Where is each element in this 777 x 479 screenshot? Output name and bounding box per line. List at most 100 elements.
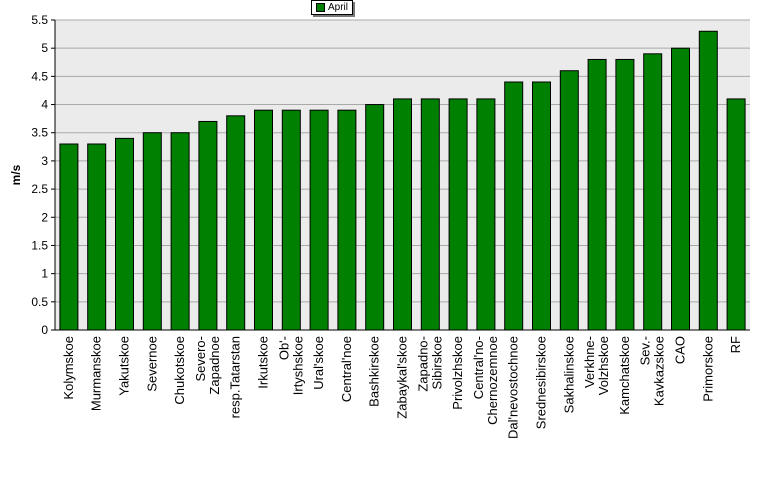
legend-swatch [316, 3, 325, 12]
x-tick-label: RF [728, 336, 743, 353]
bar [309, 109, 329, 331]
x-tick-label-line: Central'noe [339, 336, 354, 402]
x-tick-label: Irkutskoe [256, 336, 271, 389]
bar [254, 109, 273, 331]
y-tick-label: 2.5 [31, 182, 48, 196]
x-tick-label-line: Kolymskoe [61, 336, 76, 400]
bar [115, 137, 134, 331]
x-tick-label: Murmanskoe [89, 336, 104, 411]
x-tick-label: Central'noe [339, 336, 354, 402]
x-tick-label-line: Ural'skoe [311, 336, 326, 390]
x-tick-label-line: Yakutskoe [117, 336, 132, 396]
bar [281, 109, 301, 331]
x-tick-label-line: Verkhne- [582, 336, 597, 388]
x-tick-label-line: Bashkirskoe [367, 336, 382, 407]
x-tick-label: Bashkirskoe [367, 336, 382, 407]
x-tick-label: Chukotskoe [172, 336, 187, 405]
y-tick-label: 0 [41, 323, 48, 337]
bar [87, 143, 107, 331]
x-tick-label: Sakhalinskoe [561, 336, 576, 413]
bar [448, 98, 468, 331]
bar [643, 53, 663, 331]
bar [615, 58, 635, 331]
x-tick-label: Kamchatskoe [617, 336, 632, 415]
bar [504, 81, 524, 331]
x-tick-label: Central'no-Chernozemnoe [471, 336, 500, 425]
bar [476, 98, 496, 331]
y-tick-label: 1.5 [31, 238, 48, 252]
x-tick-label-line: Srednesibirskoe [534, 336, 549, 429]
x-tick-label-line: Sev.- [638, 336, 653, 365]
y-tick-label: 3.5 [31, 126, 48, 140]
legend-label: April [328, 2, 349, 13]
x-tick-label: Srednesibirskoe [534, 336, 549, 429]
x-tick-label-line: Severnoe [144, 336, 159, 392]
x-tick-label: Zabaykal'skoe [395, 336, 410, 419]
x-tick-label-line: Sibirskoe [429, 336, 444, 389]
bar [59, 143, 79, 331]
x-tick-label: Ural'skoe [311, 336, 326, 390]
y-tick-label: 4.5 [31, 69, 48, 83]
x-tick-label-line: Severo- [193, 336, 208, 382]
bar [559, 70, 579, 331]
x-tick-label-line: Dal'nevostochnoe [506, 336, 521, 439]
x-tick-label-line: Irtyshskoe [290, 336, 305, 395]
x-tick-label: Verkhne-Volzhskoe [582, 336, 611, 395]
x-tick-label: Dal'nevostochnoe [506, 336, 521, 439]
bar [365, 104, 385, 331]
y-tick-label: 5 [41, 41, 48, 55]
x-tick-label-line: RF [728, 336, 743, 353]
bar [587, 58, 607, 331]
bar [532, 81, 551, 331]
x-tick-label-line: Chernozemnoe [485, 336, 500, 425]
x-tick-label: Privolzhskoe [450, 336, 465, 410]
x-tick-label: resp.Tatarstan [228, 336, 243, 418]
y-tick-label: 1 [41, 267, 48, 281]
x-tick-label: Severnoe [144, 336, 159, 392]
x-tick-label-line: Primorskoe [700, 336, 715, 402]
x-tick-label: Sev.-Kavkazskoe [638, 336, 667, 406]
bar [337, 109, 357, 331]
x-tick-label-line: resp.Tatarstan [228, 336, 243, 418]
bar [170, 132, 190, 331]
y-tick-label: 5.5 [31, 13, 48, 27]
x-tick-label-line: Kamchatskoe [617, 336, 632, 415]
y-tick-label: 4 [41, 98, 48, 112]
bar [726, 98, 746, 331]
x-tick-labels: Kolymskoe Murmanskoe Yakutskoe Severnoe Chuk… [61, 336, 743, 439]
bar [671, 47, 690, 331]
x-tick-label-line: Irkutskoe [256, 336, 271, 389]
x-tick-label-line: Zapadno- [415, 336, 430, 392]
bar [698, 30, 718, 331]
y-tick-label: 3 [41, 154, 48, 168]
x-tick-label-line: Chukotskoe [172, 336, 187, 405]
x-tick-label-line: Murmanskoe [89, 336, 104, 411]
bar [393, 98, 412, 331]
x-tick-label-line: Sakhalinskoe [561, 336, 576, 413]
y-axis-label: m/s [9, 164, 23, 185]
x-tick-label: Primorskoe [700, 336, 715, 402]
x-tick-label: Ob'-Irtyshskoe [276, 336, 305, 395]
x-tick-label-line: Zabaykal'skoe [395, 336, 410, 419]
x-tick-label-line: Privolzhskoe [450, 336, 465, 410]
x-tick-label-line: Zapadnoe [207, 336, 222, 395]
bar [226, 115, 246, 331]
legend: April [311, 0, 354, 15]
bar [198, 120, 218, 331]
x-tick-label-line: CAO [673, 336, 688, 364]
x-tick-label: Severo-Zapadnoe [193, 336, 222, 395]
bar [420, 98, 440, 331]
bars [59, 30, 746, 331]
x-tick-label-line: Volzhskoe [596, 336, 611, 395]
y-tick-label: 0.5 [31, 295, 48, 309]
x-tick-label: Kolymskoe [61, 336, 76, 400]
x-tick-label: Yakutskoe [117, 336, 132, 396]
x-tick-label-line: Kavkazskoe [652, 336, 667, 406]
x-tick-label: CAO [673, 336, 688, 364]
y-tick-label: 2 [41, 210, 48, 224]
bar [142, 132, 162, 331]
y-tick-labels: 0 0.5 1 1.5 2 2.5 3 3.5 4 4.5 5 5.5 [31, 13, 55, 337]
x-tick-label: Zapadno-Sibirskoe [415, 336, 444, 392]
x-tick-label-line: Central'no- [471, 336, 486, 399]
